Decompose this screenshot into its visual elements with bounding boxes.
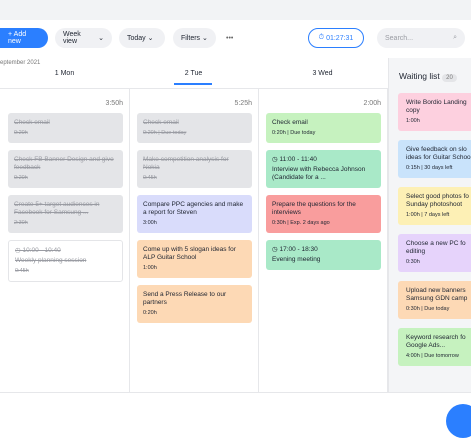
task-meta: 1:00h bbox=[143, 265, 157, 271]
task-title: Create 5+ target audiences in Facebook f… bbox=[14, 201, 100, 216]
waiting-title: Waiting list bbox=[399, 71, 440, 81]
month: eptember 2021 bbox=[0, 60, 41, 66]
task-card[interactable]: Check email 0:20h | Due today bbox=[137, 113, 252, 143]
task-card[interactable]: ◷ 11:00 - 11:40 Interview with Rebecca Jo… bbox=[266, 150, 381, 188]
task-card[interactable]: Send a Press Release to our partners 0:20… bbox=[137, 285, 252, 323]
task-title: Come up with 5 slogan ideas for ALP Guit… bbox=[143, 246, 236, 261]
task-title: Prepare the questions for the interviews bbox=[272, 201, 356, 216]
view-button[interactable]: Week view ⌄ bbox=[55, 28, 112, 48]
fab[interactable] bbox=[446, 404, 471, 438]
task-title: Weekly planning session bbox=[15, 257, 87, 264]
task-title: Compare PPC agencies and make a report f… bbox=[143, 201, 244, 216]
task-title: Make competition analysis for Nokia bbox=[143, 156, 229, 171]
task-title: Write Bordio Landing copy bbox=[406, 99, 467, 114]
day-total: 5:25h bbox=[234, 100, 252, 107]
task-card[interactable]: Check email 0:20h bbox=[8, 113, 123, 143]
today-label: Today bbox=[127, 34, 146, 42]
task-meta: 0:45h bbox=[143, 175, 157, 181]
task-meta: 0:20h bbox=[14, 175, 28, 181]
task-meta: 0:30h | Due today bbox=[406, 306, 450, 312]
task-card[interactable]: Choose a new PC fo editing 0:30h bbox=[398, 234, 471, 272]
task-card[interactable]: Prepare the questions for the interviews… bbox=[266, 195, 381, 233]
add-button[interactable]: + Add new bbox=[0, 28, 48, 48]
top-bar bbox=[0, 0, 471, 20]
day-total: 2:00h bbox=[363, 100, 381, 107]
task-title: Keyword research fo Google Ads... bbox=[406, 334, 466, 349]
timer-value: 01:27:31 bbox=[326, 34, 354, 42]
filters-label: Filters bbox=[181, 34, 201, 42]
task-card[interactable]: Write Bordio Landing copy 1:00h bbox=[398, 93, 471, 131]
task-title: Check FB Banner Design and give feedback bbox=[14, 156, 114, 171]
day-column: 5:25h Check email 0:20h | Due today Make co… bbox=[129, 88, 259, 392]
task-meta: 0:20h bbox=[14, 130, 28, 136]
waiting-header: Waiting list 20 bbox=[389, 58, 471, 93]
header-line bbox=[0, 88, 388, 89]
task-card[interactable]: ◷ 10:00 - 10:40 Weekly planning session 0:… bbox=[8, 240, 123, 282]
task-meta: 2:30h bbox=[14, 220, 28, 226]
day-underline bbox=[174, 83, 212, 85]
day-cards: Check email 0:20h | Due today ◷ 11:00 - 11… bbox=[258, 113, 387, 270]
task-meta: 0:45h bbox=[15, 268, 29, 274]
waiting-list: Waiting list 20 Write Bordio Landing cop… bbox=[388, 58, 471, 392]
task-card[interactable]: Check FB Banner Design and give feedback… bbox=[8, 150, 123, 188]
task-meta: 0:20h | Due today bbox=[143, 130, 187, 136]
task-time: ◷ 17:00 - 18:30 bbox=[272, 246, 318, 253]
task-meta: 3:00h bbox=[143, 220, 157, 226]
timer[interactable]: ⏱ 01:27:31 bbox=[308, 28, 364, 48]
footer-line bbox=[0, 392, 471, 393]
task-meta: 1:00h | 7 days left bbox=[406, 212, 450, 218]
task-card[interactable]: Compare PPC agencies and make a report f… bbox=[137, 195, 252, 233]
task-card[interactable]: Keyword research fo Google Ads... 4:00h |… bbox=[398, 328, 471, 366]
task-title: Choose a new PC fo editing bbox=[406, 240, 466, 255]
task-title: Interview with Rebecca Johnson (Candidat… bbox=[272, 166, 366, 181]
task-card[interactable]: Give feedback on slo ideas for Guitar Sc… bbox=[398, 140, 471, 178]
task-card[interactable]: Come up with 5 slogan ideas for ALP Guit… bbox=[137, 240, 252, 278]
task-time: ◷ 10:00 - 10:40 bbox=[15, 247, 61, 254]
task-card[interactable]: Make competition analysis for Nokia 0:45h bbox=[137, 150, 252, 188]
task-title: Send a Press Release to our partners bbox=[143, 291, 227, 306]
filters-button[interactable]: Filters ⌄ bbox=[173, 28, 216, 48]
task-title: Select good photos fo Sunday photoshoot bbox=[406, 193, 469, 208]
day-label: 1 Mon bbox=[54, 70, 75, 77]
task-title: Evening meeting bbox=[272, 256, 321, 263]
more-button[interactable]: ••• bbox=[226, 34, 234, 42]
task-title: Give feedback on slo ideas for Guitar Sc… bbox=[406, 146, 471, 161]
waiting-count: 20 bbox=[442, 74, 457, 82]
task-card[interactable]: Select good photos fo Sunday photoshoot 1… bbox=[398, 187, 471, 225]
task-meta: 0:20h bbox=[143, 310, 157, 316]
task-meta: 1:00h bbox=[406, 118, 420, 124]
task-card[interactable]: Create 5+ target audiences in Facebook f… bbox=[8, 195, 123, 233]
task-title: Check email bbox=[143, 119, 179, 126]
task-meta: 0:30h bbox=[406, 259, 420, 265]
task-meta: 0:20h | Due today bbox=[272, 130, 316, 136]
day-column: 2:00h Check email 0:20h | Due today ◷ 11:00… bbox=[258, 88, 388, 392]
task-meta: 0:15h | 30 days left bbox=[406, 165, 453, 171]
task-title: Upload new banners Samsung GDN camp bbox=[406, 287, 468, 302]
task-card[interactable]: Check email 0:20h | Due today bbox=[266, 113, 381, 143]
day-cards: Check email 0:20h | Due today Make competi… bbox=[129, 113, 258, 323]
task-card[interactable]: ◷ 17:00 - 18:30 Evening meeting bbox=[266, 240, 381, 270]
today-button[interactable]: Today ⌄ bbox=[119, 28, 165, 48]
task-title: Check email bbox=[14, 119, 50, 126]
task-meta: 4:00h | Due tomorrow bbox=[406, 353, 459, 359]
day-label: 2 Tue bbox=[184, 70, 203, 77]
task-time: ◷ 11:00 - 11:40 bbox=[272, 156, 317, 163]
task-card[interactable]: Upload new banners Samsung GDN camp 0:30h… bbox=[398, 281, 471, 319]
task-meta: 0:30h | Exp. 2 days ago bbox=[272, 220, 330, 226]
day-total: 3:50h bbox=[105, 100, 123, 107]
view-label: Week view bbox=[63, 31, 81, 45]
day-cards: Check email 0:20h Check FB Banner Design a… bbox=[0, 113, 129, 282]
day-label: 3 Wed bbox=[312, 70, 333, 77]
day-column: 3:50h Check email 0:20h Check FB Banner Des… bbox=[0, 88, 130, 392]
search[interactable]: Search... ⌕ bbox=[377, 28, 465, 48]
task-title: Check email bbox=[272, 119, 308, 126]
search-placeholder: Search... bbox=[385, 34, 414, 42]
waiting-cards: Write Bordio Landing copy 1:00h Give feedb… bbox=[389, 93, 471, 366]
